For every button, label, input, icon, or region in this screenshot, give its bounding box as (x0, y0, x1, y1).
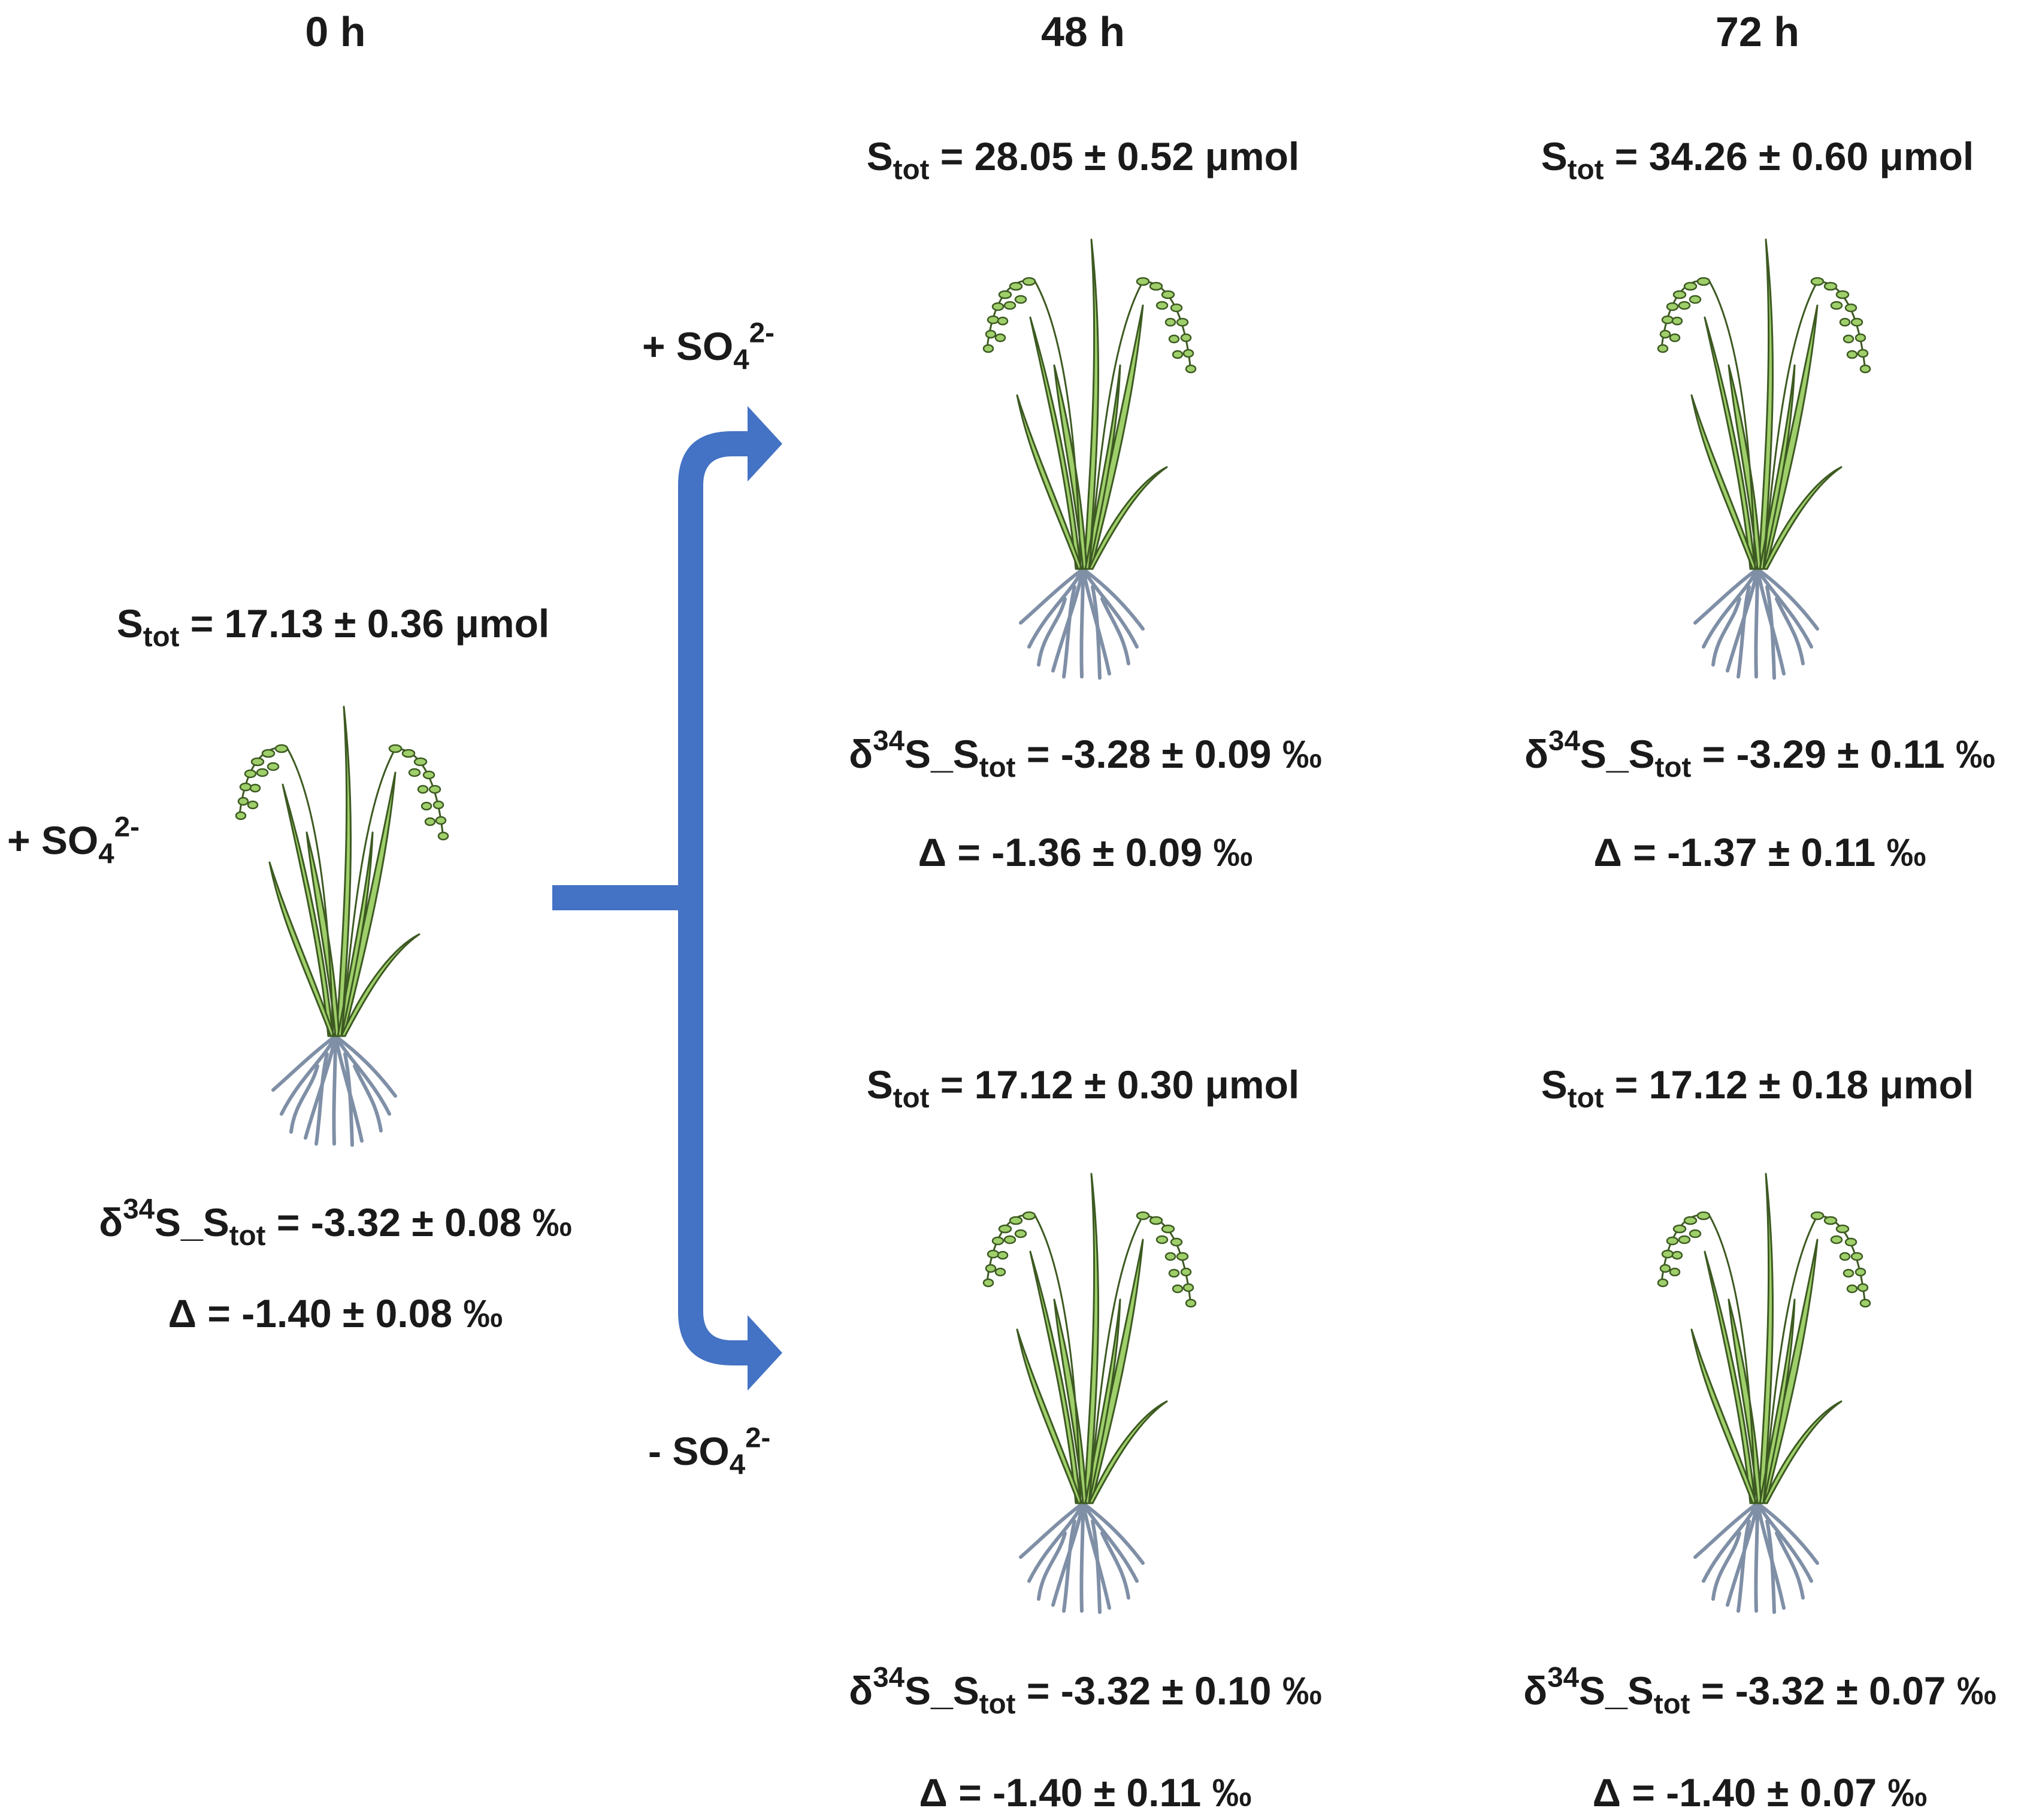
rice-plant-icon (216, 683, 455, 1150)
label-minus-sulfate-lower: - SO42- (648, 1422, 771, 1481)
plus48-stot: Stot = 28.05 ± 0.52 μmol (866, 134, 1300, 186)
label-plus-sulfate-left: + SO42- (7, 811, 140, 870)
label-plus-sulfate-upper: + SO42- (642, 317, 775, 376)
header-48h: 48 h (1040, 8, 1126, 55)
minus48-stot: Stot = 17.12 ± 0.30 μmol (866, 1062, 1300, 1115)
plus72-stot: Stot = 34.26 ± 0.60 μmol (1541, 134, 1974, 186)
header-0h: 0 h (305, 8, 366, 55)
t0-d34s: δ34S_Stot = -3.32 ± 0.08 ‰ (99, 1193, 572, 1252)
plus48-delta: Δ = -1.36 ± 0.09 ‰ (918, 830, 1253, 874)
minus72-d34s: δ34S_Stot = -3.32 ± 0.07 ‰ (1523, 1661, 1996, 1721)
plus72-d34s: δ34S_Stot = -3.29 ± 0.11 ‰ (1524, 725, 1996, 784)
rice-plant-icon (1638, 1150, 1877, 1617)
t0-stot: Stot = 17.13 ± 0.36 μmol (116, 601, 550, 653)
plus48-d34s: δ34S_Stot = -3.28 ± 0.09 ‰ (849, 725, 1322, 784)
minus72-stot: Stot = 17.12 ± 0.18 μmol (1541, 1062, 1974, 1115)
t0-delta: Δ = -1.40 ± 0.08 ‰ (168, 1291, 503, 1336)
rice-plant-icon (963, 1150, 1203, 1617)
rice-plant-icon (963, 216, 1203, 683)
minus72-delta: Δ = -1.40 ± 0.07 ‰ (1592, 1770, 1928, 1815)
rice-plant-icon (1638, 216, 1877, 683)
plus72-delta: Δ = -1.37 ± 0.11 ‰ (1593, 830, 1926, 874)
minus48-d34s: δ34S_Stot = -3.32 ± 0.10 ‰ (849, 1661, 1322, 1721)
minus48-delta: Δ = -1.40 ± 0.11 ‰ (919, 1770, 1252, 1815)
header-72h: 72 h (1715, 8, 1800, 55)
